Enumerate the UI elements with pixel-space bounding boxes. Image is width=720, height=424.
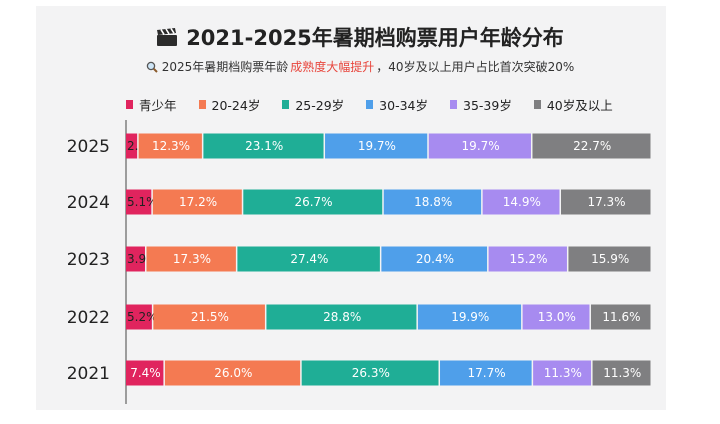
legend-label: 青少年	[139, 97, 177, 113]
chart-title: 2021-2025年暑期档购票用户年龄分布	[186, 26, 564, 50]
bar-segment	[152, 189, 242, 215]
bar-segment	[325, 133, 428, 159]
subtitle-prefix: 2025年暑期档购票年龄	[161, 60, 289, 74]
clapperboard-icon	[156, 27, 178, 47]
y-tick-label: 2025	[67, 137, 110, 157]
legend-item: 25-29岁	[282, 95, 344, 114]
bar-data-label: 15.2%	[509, 252, 547, 266]
legend-swatch	[450, 99, 457, 109]
bar-segment	[266, 304, 417, 330]
chart-legend: 青少年 20-24岁 25-29岁 30-34岁 35-39岁 40岁及以上	[126, 95, 613, 113]
bar-data-label: 18.8%	[414, 195, 452, 209]
bar-segment	[532, 133, 651, 159]
bar-data-label: 20.4%	[416, 252, 454, 266]
y-tick-label: 2024	[67, 193, 110, 213]
bar-segment	[533, 360, 592, 386]
bar-segment	[237, 246, 380, 272]
bar-segment	[590, 304, 651, 330]
bar-segment	[146, 246, 236, 272]
bar-data-label: 12.3%	[152, 139, 190, 153]
legend-item: 40岁及以上	[533, 95, 613, 114]
bar-data-label: 7.4%	[130, 366, 161, 380]
subtitle-highlight: 成熟度大幅提升	[290, 60, 375, 74]
bar-data-label: 26.3%	[352, 366, 390, 380]
bar-data-label: 22.7%	[573, 139, 611, 153]
bar-data-label: 5.2%	[127, 310, 158, 324]
bar-data-label: 14.9%	[503, 195, 541, 209]
bar-segment	[243, 189, 383, 215]
bar-segment	[488, 246, 567, 272]
legend-item: 20-24岁	[198, 95, 261, 114]
bar-data-label: 15.9%	[591, 252, 629, 266]
chart-subtitle: 2025年暑期档购票年龄 成熟度大幅提升 ，40岁及以上用户占比首次突破20%	[0, 58, 720, 75]
magnifier-icon	[146, 61, 158, 73]
bar-segment	[592, 360, 651, 386]
legend-label: 35-39岁	[463, 97, 512, 113]
bar-data-label: 13.0%	[538, 310, 576, 324]
bar-data-label: 19.9%	[451, 310, 489, 324]
legend-swatch	[198, 99, 206, 109]
legend-swatch	[533, 99, 541, 109]
bar-segment	[126, 189, 152, 215]
y-tick-label: 2022	[67, 308, 110, 328]
bar-segment	[522, 304, 590, 330]
legend-item: 30-34岁	[366, 95, 428, 114]
bar-segment	[126, 304, 152, 330]
bar-data-label: 21.5%	[191, 310, 229, 324]
subtitle-suffix: ，40岁及以上用户占比首次突破20%	[376, 60, 575, 74]
bar-segment	[428, 133, 531, 159]
bar-segment	[383, 189, 482, 215]
legend-label: 30-34岁	[379, 97, 428, 113]
bar-segment	[164, 360, 301, 386]
bar-segment	[301, 360, 439, 386]
bar-segment	[126, 246, 145, 272]
bar-segment	[126, 360, 164, 386]
bar-segment	[126, 133, 138, 159]
bar-data-label: 23.1%	[245, 139, 283, 153]
y-tick-label: 2023	[67, 250, 110, 270]
bar-segment	[153, 304, 265, 330]
bar-data-label: 26.7%	[294, 195, 332, 209]
y-tick-label: 2021	[67, 364, 110, 384]
bar-segment	[561, 189, 651, 215]
bar-segment	[482, 189, 560, 215]
bar-data-label: 19.7%	[462, 139, 500, 153]
legend-item: 35-39岁	[450, 95, 512, 114]
bar-segment	[138, 133, 202, 159]
bar-data-label: 19.7%	[358, 139, 396, 153]
bar-data-label: 11.3%	[544, 366, 582, 380]
bar-segment	[440, 360, 532, 386]
bar-data-label: 17.3%	[173, 252, 211, 266]
bar-data-label: 5.1%	[127, 195, 158, 209]
bar-data-label: 27.4%	[290, 252, 328, 266]
bar-data-label: 26.0%	[214, 366, 252, 380]
legend-label: 25-29岁	[295, 97, 345, 113]
legend-swatch	[366, 99, 374, 109]
bar-segment	[381, 246, 488, 272]
chart-title-row: 2021-2025年暑期档购票用户年龄分布	[0, 22, 720, 52]
legend-label: 20-24岁	[211, 97, 261, 113]
legend-label: 40岁及以上	[546, 97, 613, 113]
bar-segment	[203, 133, 324, 159]
bar-data-label: 28.8%	[323, 310, 361, 324]
legend-swatch	[126, 99, 133, 109]
legend-swatch	[282, 99, 290, 109]
bar-data-label: 11.3%	[603, 366, 641, 380]
bar-data-label: 17.7%	[468, 366, 506, 380]
bar-data-label: 17.2%	[179, 195, 217, 209]
bar-data-label: 17.3%	[587, 195, 625, 209]
legend-item: 青少年	[126, 95, 177, 114]
bar-segment	[568, 246, 651, 272]
bar-data-label: 11.6%	[602, 310, 640, 324]
bar-segment	[417, 304, 522, 330]
